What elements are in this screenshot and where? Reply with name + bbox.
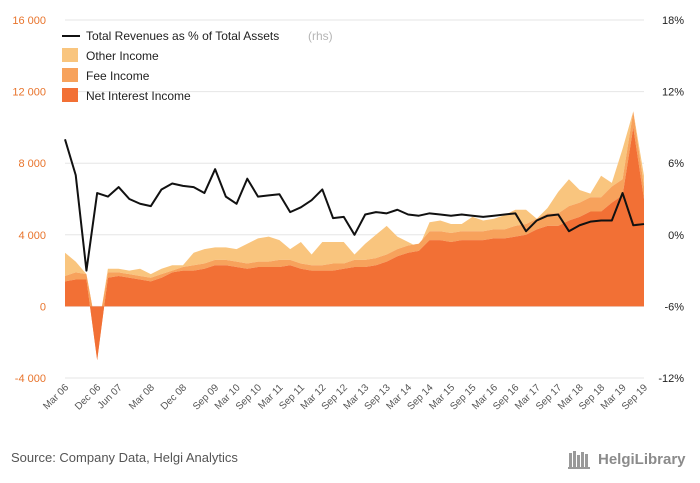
bookshelf-icon xyxy=(568,451,590,469)
left-tick-label: 12 000 xyxy=(12,87,46,99)
revenue-chart: 16 000 12 000 8 000 4 000 0 -4 000 18% 12% 6% 0%… xyxy=(12,15,684,413)
x-tick-label: Mar 06 xyxy=(41,382,71,412)
legend-label-net-interest: Net Interest Income xyxy=(86,89,191,103)
legend-label-ratio: Total Revenues as % of Total Assets xyxy=(86,29,279,43)
legend-swatch-net-interest xyxy=(62,88,78,102)
x-tick-label: Jun 07 xyxy=(96,382,125,411)
legend-swatch-other xyxy=(62,48,78,62)
legend-label-rhs: (rhs) xyxy=(308,29,333,43)
ratio-line-series xyxy=(64,139,645,272)
left-tick-label: 0 xyxy=(40,301,46,313)
line-total-revenues-ratio xyxy=(64,139,645,272)
right-tick-label: -6% xyxy=(664,301,684,313)
brand-name: HelgiLibrary xyxy=(598,450,686,468)
right-tick-label: 6% xyxy=(668,158,684,170)
source-note: Source: Company Data, Helgi Analytics xyxy=(11,450,238,465)
right-tick-label: 18% xyxy=(662,15,684,27)
legend-label-fee: Fee Income xyxy=(86,69,150,83)
left-tick-label: 4 000 xyxy=(18,230,46,242)
x-tick-label: Mar 08 xyxy=(127,382,157,412)
left-axis-ticks: 16 000 12 000 8 000 4 000 0 -4 000 xyxy=(12,15,46,385)
legend-label-other: Other Income xyxy=(86,49,159,63)
area-net-interest-income xyxy=(65,127,644,361)
left-tick-label: 16 000 xyxy=(12,15,46,27)
stacked-area-series xyxy=(65,111,644,361)
left-tick-label: -4 000 xyxy=(15,373,46,385)
legend: Total Revenues as % of Total Assets (rhs… xyxy=(62,29,333,103)
left-tick-label: 8 000 xyxy=(18,158,46,170)
legend-swatch-fee xyxy=(62,68,78,82)
x-tick-label: Dec 08 xyxy=(159,382,189,412)
right-axis-ticks: 18% 12% 6% 0% -6% -12% xyxy=(658,15,684,385)
right-tick-label: -12% xyxy=(658,373,684,385)
brand-logo: HelgiLibrary xyxy=(568,448,686,470)
right-tick-label: 12% xyxy=(662,87,684,99)
right-tick-label: 0% xyxy=(668,230,684,242)
